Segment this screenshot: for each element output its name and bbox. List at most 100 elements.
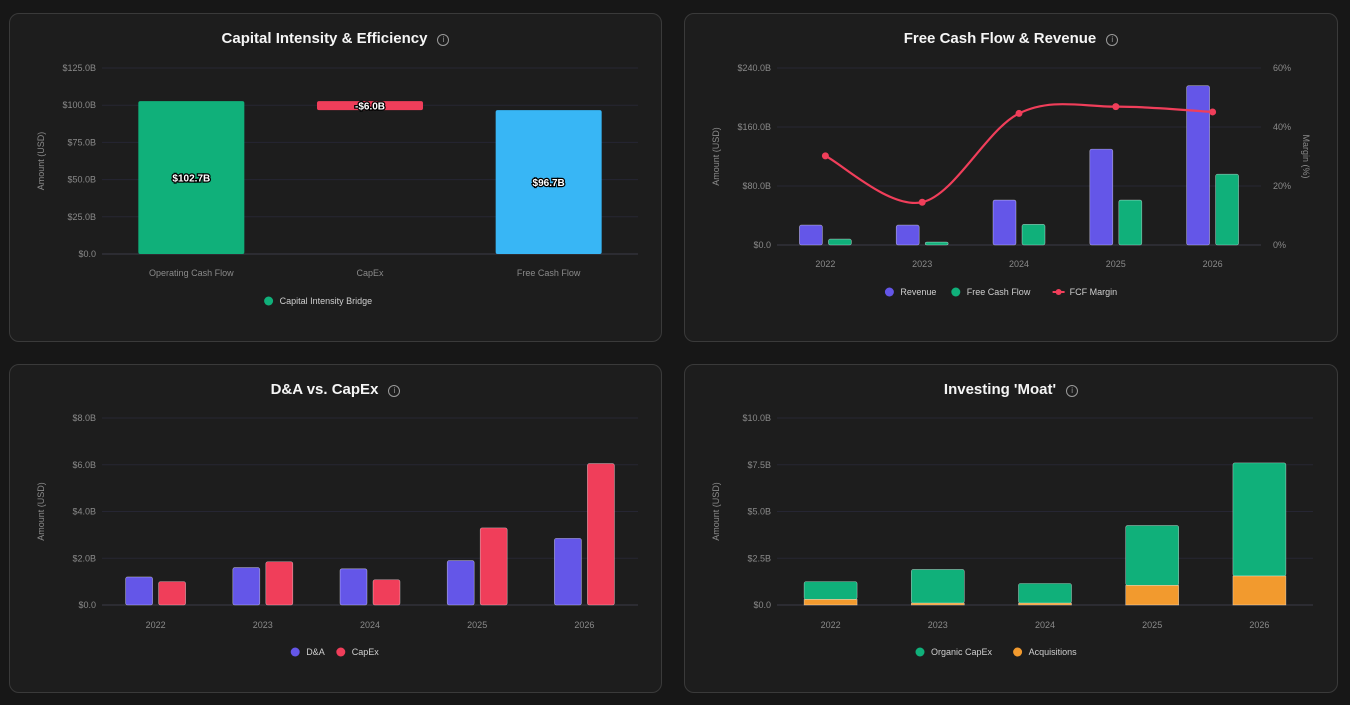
bar: [828, 238, 852, 246]
info-icon[interactable]: i: [1066, 385, 1079, 397]
y2-tick-label: 60%: [1273, 63, 1291, 73]
y-tick-label: $7.5B: [747, 460, 771, 470]
legend-label: Revenue: [900, 287, 936, 297]
bar: [1232, 575, 1287, 606]
bar: [911, 569, 965, 604]
x-tick-label: 2023: [912, 259, 932, 269]
bar: [1018, 583, 1072, 604]
bar: [1232, 462, 1287, 577]
info-icon[interactable]: i: [388, 385, 401, 397]
fcf-revenue-card: Free Cash Flow & Revenue i $0.0 $80.0B $160…: [684, 13, 1338, 342]
bar: [446, 560, 475, 606]
line-point: [821, 152, 829, 160]
chart-title: D&A vs. CapEx i: [10, 381, 661, 398]
bar: [265, 561, 294, 606]
y-tick-label: $0.0: [78, 249, 96, 259]
x-tick-label: Operating Cash Flow: [149, 268, 234, 278]
y-tick-label: $2.0B: [72, 553, 96, 563]
capital-intensity-card: Capital Intensity & Efficiency i $0.0 $25.…: [9, 13, 662, 342]
legend-swatch: [951, 287, 961, 297]
bar: [158, 581, 186, 606]
y2-tick-label: 0%: [1273, 240, 1286, 250]
bar: [495, 110, 602, 254]
x-tick-label: 2026: [1249, 620, 1269, 630]
x-tick-label: 2024: [360, 620, 380, 630]
data-label: $96.7B: [533, 178, 565, 189]
bar: [138, 101, 245, 254]
bar: [587, 463, 615, 606]
bar: [803, 581, 858, 600]
x-tick-label: 2022: [821, 620, 841, 630]
x-tick-label: 2025: [467, 620, 487, 630]
bar: [1186, 85, 1210, 246]
legend-swatch: [1013, 647, 1023, 657]
chart-title: Free Cash Flow & Revenue i: [685, 30, 1337, 47]
info-icon[interactable]: i: [1106, 34, 1119, 46]
y2-axis-label: Margin (%): [1301, 134, 1311, 178]
chart-title: Investing 'Moat' i: [685, 381, 1337, 398]
x-tick-label: 2024: [1009, 259, 1029, 269]
y-axis-label: Amount (USD): [711, 482, 721, 541]
bar: [1089, 148, 1114, 246]
y-tick-label: $240.0B: [737, 63, 771, 73]
fcf-margin-line: [824, 103, 1213, 205]
investing-moat-chart: $0.0 $2.5B $5.0B $7.5B $10.0B Amount (USD) 202…: [711, 413, 1313, 657]
y2-tick-label: 20%: [1273, 181, 1291, 191]
legend-swatch: [915, 647, 925, 657]
bar: [1125, 585, 1180, 606]
bar: [1215, 173, 1239, 246]
bar: [232, 567, 261, 606]
fcf-revenue-chart: $0.0 $80.0B $160.0B $240.0B Amount (USD) 0% 20…: [711, 63, 1311, 297]
bar: [911, 602, 965, 606]
x-tick-label: 2023: [928, 620, 948, 630]
bar: [372, 579, 401, 606]
legend-label: Acquisitions: [1029, 647, 1078, 657]
y-tick-label: $160.0B: [737, 122, 771, 132]
bar: [1018, 602, 1072, 606]
x-tick-label: Free Cash Flow: [517, 268, 581, 278]
y-tick-label: $4.0B: [72, 507, 96, 517]
x-tick-label: 2022: [146, 620, 166, 630]
y-tick-label: $0.0: [78, 600, 96, 610]
da-capex-card: D&A vs. CapEx i $0.0 $2.0B $4.0B $6.0B $8.0B A…: [9, 364, 662, 693]
y-tick-label: $100.0B: [62, 100, 96, 110]
data-label: $102.7B: [172, 174, 210, 185]
y-tick-label: $80.0B: [742, 181, 771, 191]
x-tick-label: 2023: [253, 620, 273, 630]
x-tick-label: 2024: [1035, 620, 1055, 630]
y-tick-label: $8.0B: [72, 413, 96, 423]
legend-label: Free Cash Flow: [967, 287, 1031, 297]
y-tick-label: $0.0: [753, 240, 771, 250]
bar: [1125, 525, 1180, 586]
legend-label: D&A: [306, 647, 325, 657]
capital-intensity-chart: $0.0 $25.0B $50.0B $75.0B $100.0B $125.0B Amou…: [36, 63, 638, 306]
bar: [992, 199, 1017, 246]
da-capex-chart: $0.0 $2.0B $4.0B $6.0B $8.0B Amount (USD) 2022…: [36, 413, 638, 657]
bar: [1118, 199, 1143, 246]
data-label: -$6.0B: [355, 102, 385, 113]
bar: [554, 538, 582, 606]
bar: [895, 224, 920, 246]
bar: [799, 224, 823, 246]
y-tick-label: $5.0B: [747, 507, 771, 517]
y-axis-label: Amount (USD): [36, 482, 46, 541]
x-tick-label: CapEx: [356, 268, 384, 278]
y-axis-label: Amount (USD): [36, 132, 46, 191]
line-point: [1112, 103, 1120, 111]
y-axis-label: Amount (USD): [711, 127, 721, 186]
legend-swatch: [264, 296, 274, 306]
bar: [317, 101, 423, 111]
info-icon[interactable]: i: [437, 34, 450, 46]
bar: [125, 576, 153, 606]
y-tick-label: $25.0B: [67, 212, 96, 222]
x-tick-label: 2025: [1142, 620, 1162, 630]
y-tick-label: $10.0B: [742, 413, 771, 423]
legend-swatch: [336, 647, 346, 657]
legend-label: Capital Intensity Bridge: [280, 296, 373, 306]
bar: [479, 527, 508, 606]
y-tick-label: $2.5B: [747, 553, 771, 563]
bar: [803, 599, 858, 606]
y-tick-label: $125.0B: [62, 63, 96, 73]
y-tick-label: $0.0: [753, 600, 771, 610]
legend-swatch: [1055, 289, 1062, 295]
